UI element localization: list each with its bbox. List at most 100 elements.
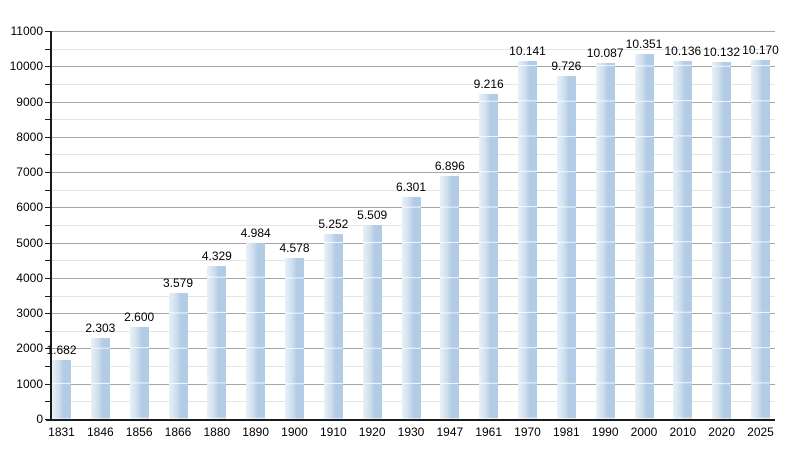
bar-value-label: 10.351 [625, 36, 663, 51]
bar-value-label: 10.136 [664, 44, 702, 59]
x-axis-label: 1831 [48, 425, 75, 439]
bar [518, 61, 537, 419]
x-axis-line [46, 419, 775, 421]
bar-value-label: 10.141 [509, 44, 546, 59]
y-axis-label: 9000 [16, 94, 43, 109]
bar [90, 337, 110, 419]
y-axis-label: 6000 [16, 200, 43, 215]
bar-value-label: 10.132 [703, 44, 741, 59]
x-axis-label: 1981 [552, 425, 580, 439]
bar [246, 243, 266, 419]
y-axis-label: 8000 [16, 129, 43, 144]
grid-major-line [52, 172, 775, 174]
bar-value-label: 2.303 [85, 320, 116, 335]
bar [285, 257, 304, 419]
grid-minor-line [52, 189, 775, 191]
bar-value-label: 5.252 [318, 216, 349, 231]
y-axis-label: 1000 [16, 376, 43, 391]
bar-value-label: 10.087 [586, 46, 624, 61]
bar [401, 196, 421, 419]
y-axis-tick [45, 31, 50, 32]
bar-value-label: 2.600 [124, 310, 155, 325]
x-axis-label: 1961 [475, 425, 503, 439]
y-axis-tick [45, 189, 50, 191]
x-axis-label: 1880 [203, 425, 231, 439]
bar-value-label: 5.509 [357, 207, 388, 222]
x-axis-label: 2025 [747, 425, 774, 439]
y-axis-tick [45, 366, 50, 368]
bar-value-label: 10.170 [742, 43, 779, 58]
y-axis-tick [45, 401, 50, 403]
grid-major-line [52, 101, 775, 103]
grid-major-line [52, 66, 775, 68]
bar-value-label: 4.984 [240, 226, 271, 241]
bar [168, 292, 188, 419]
bar [52, 359, 71, 419]
x-axis-label: 1866 [164, 425, 192, 439]
bar-value-label: 6.301 [395, 179, 427, 194]
y-axis-tick [45, 242, 50, 244]
grid-minor-line [52, 48, 775, 50]
y-axis-tick [45, 101, 50, 103]
y-axis-label: 7000 [16, 165, 43, 180]
bar [479, 93, 499, 419]
grid-minor-line [52, 154, 775, 156]
y-axis-tick [45, 383, 50, 385]
bar-value-label: 6.896 [434, 158, 465, 173]
x-axis-label: 2000 [630, 425, 658, 439]
y-axis-line [50, 31, 52, 419]
bar [595, 63, 615, 419]
y-axis-tick [45, 313, 50, 315]
x-axis-label: 1846 [86, 425, 114, 439]
grid-minor-line [52, 119, 775, 121]
x-axis-label: 1947 [436, 425, 464, 439]
bar-value-label: 9.216 [473, 76, 504, 91]
bar-value-label: 4.329 [201, 249, 232, 264]
x-axis-label: 1990 [591, 425, 619, 439]
bar-value-label: 3.579 [162, 275, 194, 290]
bar [129, 327, 149, 419]
x-axis-label: 1900 [281, 425, 308, 439]
y-axis-tick [45, 207, 50, 209]
y-axis-tick [45, 277, 50, 279]
y-axis-tick [45, 154, 50, 156]
x-axis-label: 1930 [397, 425, 425, 439]
x-axis-label: 2010 [669, 425, 697, 439]
y-axis-tick [45, 83, 50, 85]
y-axis-label: 5000 [16, 235, 43, 250]
grid-major-line [52, 136, 775, 138]
x-axis-label: 1890 [242, 425, 270, 439]
y-axis-label: 10000 [9, 59, 43, 74]
bar [712, 61, 732, 419]
bar [323, 233, 343, 419]
x-axis-label: 1920 [358, 425, 386, 439]
y-axis-label: 2000 [16, 341, 43, 356]
y-axis-label: 3000 [16, 306, 43, 321]
y-axis-tick [45, 348, 50, 350]
y-axis-tick [45, 119, 50, 121]
bar-value-label: 4.578 [279, 240, 310, 255]
x-axis-label: 1910 [319, 425, 347, 439]
bar [207, 266, 227, 419]
bar-value-label: 9.726 [551, 58, 582, 73]
plot-area: 0 1000 2000 3000 4000 5000 6000 7000 8000 9000 100… [10, 24, 779, 439]
y-axis-tick [45, 172, 50, 174]
grid-minor-line [52, 83, 775, 85]
y-axis-label: 4000 [16, 270, 43, 285]
x-axis-label: 1856 [125, 425, 153, 439]
y-axis-tick [45, 330, 50, 332]
y-axis-tick [45, 260, 50, 262]
bar [634, 53, 654, 419]
x-axis-label: 2020 [708, 425, 736, 439]
y-axis-tick [45, 136, 50, 138]
y-axis-tick [45, 66, 50, 68]
y-axis-label: 0 [36, 412, 43, 426]
bar [751, 60, 770, 419]
bar [556, 75, 576, 419]
bar [440, 175, 460, 419]
y-axis-tick [45, 295, 50, 297]
y-axis-label: 11000 [10, 24, 43, 38]
y-axis-tick [45, 225, 50, 226]
grid-major-line [52, 31, 775, 32]
